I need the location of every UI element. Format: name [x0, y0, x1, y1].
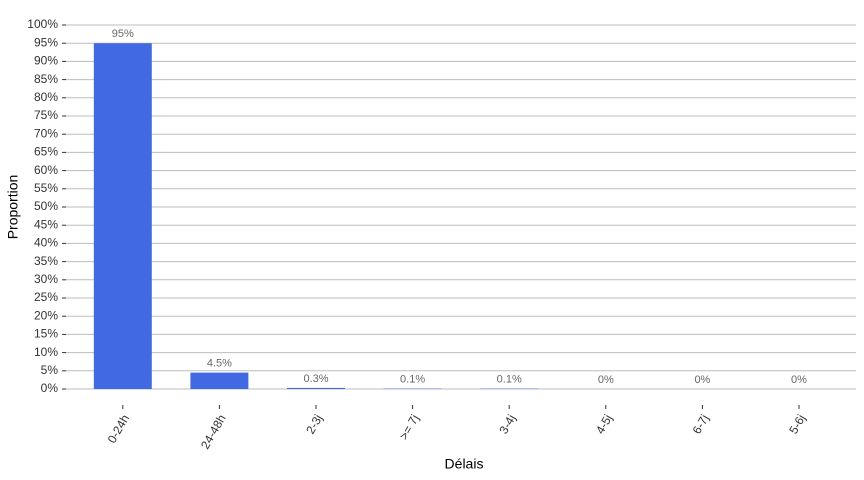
value-label: 4.5% [207, 358, 232, 370]
y-tick-label: 40% [34, 236, 58, 250]
x-tick-label: 6-7j [690, 412, 712, 436]
x-axis-title: Délais [445, 456, 484, 472]
x-tick-label: 3-4j [496, 412, 518, 436]
y-tick-label: 35% [34, 254, 58, 268]
x-tick-label: 5-6j [786, 412, 808, 436]
value-label: 0.3% [303, 373, 328, 385]
value-label: 0.1% [400, 374, 425, 386]
x-tick-label: >= 7j [396, 412, 421, 442]
value-label: 0% [791, 374, 807, 386]
y-tick-label: 60% [34, 163, 58, 177]
y-tick-label: 20% [34, 308, 58, 322]
value-label: 95% [112, 28, 134, 40]
x-tick-label: 0-24h [105, 412, 132, 446]
y-tick-label: 85% [34, 72, 58, 86]
y-tick-label: 25% [34, 290, 58, 304]
y-tick-label: 75% [34, 108, 58, 122]
y-tick-label: 15% [34, 327, 58, 341]
x-tick-label: 4-5j [593, 412, 615, 436]
y-tick-label: 55% [34, 181, 58, 195]
x-tick-label: 2-3j [303, 412, 325, 436]
value-label: 0% [694, 374, 710, 386]
bar [287, 387, 345, 389]
y-axis-title: Proportion [5, 175, 21, 240]
value-label: 0% [598, 374, 614, 386]
y-tick-label: 30% [34, 272, 58, 286]
y-tick-label: 65% [34, 145, 58, 159]
value-label: 0.1% [497, 374, 522, 386]
y-tick-label: 95% [34, 35, 58, 49]
y-tick-label: 10% [34, 345, 58, 359]
y-tick-label: 0% [41, 381, 59, 395]
y-tick-label: 5% [41, 363, 59, 377]
bar [93, 43, 152, 389]
x-tick-label: 24-48h [198, 412, 229, 451]
y-tick-label: 45% [34, 217, 58, 231]
y-tick-label: 70% [34, 126, 58, 140]
y-tick-label: 50% [34, 199, 58, 213]
y-tick-label: 100% [27, 17, 58, 31]
y-tick-label: 90% [34, 54, 58, 68]
bar [190, 372, 249, 389]
y-tick-label: 80% [34, 90, 58, 104]
